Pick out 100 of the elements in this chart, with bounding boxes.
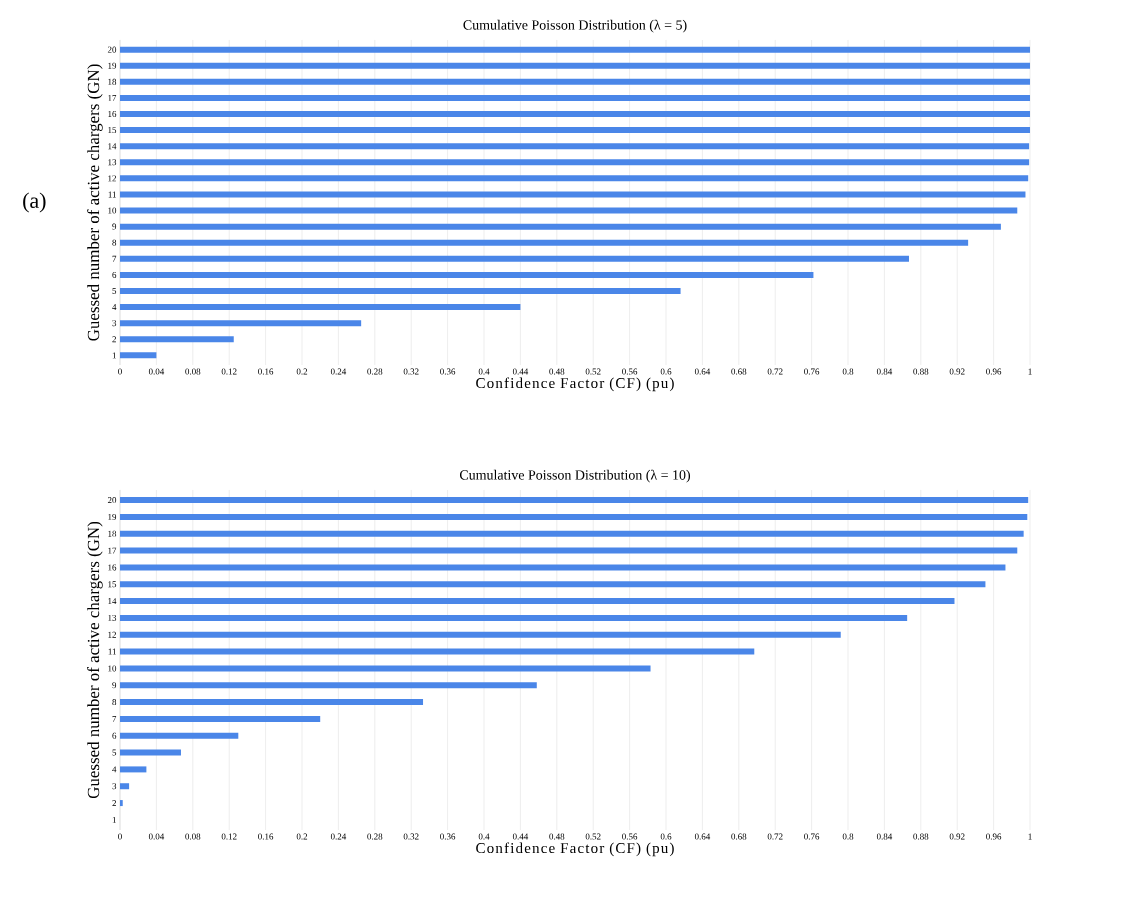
- x-tick-label: 0.16: [258, 833, 274, 840]
- x-tick-label: 0.8: [842, 368, 854, 375]
- y-tick-label: 2: [112, 336, 116, 343]
- chart-title: Cumulative Poisson Distribution (λ = 10): [459, 469, 691, 483]
- x-tick-label: 0.84: [876, 833, 893, 840]
- bar: [120, 287, 681, 294]
- y-tick-label: 4: [112, 304, 117, 311]
- x-tick-label: 0.88: [913, 368, 929, 375]
- x-tick-label: 0.48: [549, 833, 565, 840]
- x-tick-label: 1: [1028, 833, 1032, 840]
- y-tick-label: 6: [112, 271, 117, 278]
- x-tick-label: 0: [118, 368, 122, 375]
- y-axis-title: Guessed number of active chargers (GN): [87, 64, 103, 341]
- bar: [120, 598, 955, 605]
- y-tick-label: 2: [112, 800, 116, 807]
- y-tick-label: 3: [112, 783, 117, 790]
- y-tick-label: 5: [112, 288, 117, 294]
- bar: [120, 255, 909, 262]
- x-tick-label: 0.6: [660, 368, 672, 375]
- bar: [120, 336, 234, 343]
- y-tick-label: 7: [112, 255, 117, 262]
- x-tick-label: 0.12: [221, 368, 237, 375]
- bar: [120, 111, 1031, 117]
- bar: [120, 223, 1001, 230]
- bar: [120, 320, 362, 327]
- bar: [120, 497, 1029, 504]
- bar: [120, 175, 1029, 182]
- bar: [120, 78, 1031, 85]
- bar: [120, 239, 969, 246]
- x-tick-label: 0.44: [512, 368, 529, 375]
- x-tick-label: 0.32: [403, 368, 419, 375]
- x-tick-label: 0.52: [585, 368, 601, 375]
- bar: [120, 271, 814, 278]
- bar: [120, 564, 1006, 571]
- x-tick-label: 0.24: [330, 833, 347, 840]
- x-tick-label: 0.2: [296, 833, 308, 840]
- bar: [120, 800, 123, 807]
- bar: [120, 648, 755, 655]
- bar: [120, 715, 321, 722]
- y-tick-label: 1: [112, 816, 116, 823]
- x-tick-label: 0: [118, 833, 122, 840]
- y-tick-label: 19: [108, 62, 117, 69]
- x-tick-label: 0.76: [804, 833, 820, 840]
- x-tick-label: 0.48: [549, 368, 565, 375]
- x-tick-label: 0.28: [367, 368, 383, 375]
- y-tick-label: 14: [108, 143, 117, 150]
- x-tick-label: 0.52: [585, 833, 601, 840]
- y-tick-label: 4: [112, 766, 117, 773]
- y-tick-label: 10: [108, 665, 117, 672]
- x-tick-label: 0.64: [694, 368, 711, 375]
- y-axis-title: Guessed number of active chargers (GN): [87, 521, 103, 799]
- y-tick-label: 9: [112, 682, 117, 689]
- x-tick-label: 0.92: [949, 833, 965, 840]
- x-tick-label: 0.92: [949, 368, 965, 375]
- bar: [120, 352, 157, 359]
- x-tick-label: 0.2: [296, 368, 308, 375]
- y-tick-label: 15: [108, 581, 117, 588]
- x-axis-title: Confidence Factor (CF) (pu): [476, 377, 674, 392]
- x-tick-label: 0.16: [258, 368, 274, 375]
- bar: [120, 581, 986, 588]
- x-tick-label: 0.8: [842, 833, 854, 840]
- chart-title: Cumulative Poisson Distribution (λ = 5): [463, 19, 687, 33]
- bar: [120, 732, 239, 739]
- bar: [120, 749, 181, 756]
- x-tick-label: 0.04: [148, 368, 165, 375]
- x-tick-label: 0.56: [622, 833, 638, 840]
- bar: [120, 513, 1028, 520]
- x-tick-label: 0.68: [731, 368, 747, 375]
- y-tick-label: 9: [112, 223, 117, 230]
- x-tick-label: 0.36: [440, 368, 456, 375]
- bar: [120, 665, 651, 672]
- y-tick-label: 16: [108, 110, 117, 118]
- y-tick-label: 20: [107, 497, 117, 504]
- bar: [120, 143, 1030, 150]
- y-tick-label: 14: [108, 598, 117, 605]
- y-tick-label: 15: [108, 127, 117, 134]
- bar: [120, 207, 1018, 214]
- bar: [120, 783, 130, 790]
- x-tick-label: 0.76: [804, 368, 820, 375]
- x-tick-label: 0.08: [185, 368, 201, 375]
- y-tick-label: 17: [108, 547, 117, 554]
- bar: [120, 530, 1024, 537]
- y-tick-label: 19: [108, 513, 117, 520]
- x-tick-label: 0.88: [913, 833, 929, 840]
- x-tick-label: 0.56: [622, 368, 638, 375]
- x-tick-label: 0.24: [330, 368, 347, 375]
- text: (a): [23, 192, 46, 213]
- y-tick-label: 11: [108, 191, 116, 198]
- bar: [120, 682, 537, 689]
- y-tick-label: 8: [112, 239, 117, 246]
- x-tick-label: 0.68: [731, 833, 747, 840]
- bar: [120, 614, 908, 621]
- x-tick-label: 0.64: [694, 833, 711, 840]
- y-tick-label: 17: [108, 94, 117, 101]
- x-tick-label: 0.96: [986, 833, 1002, 840]
- x-tick-label: 0.4: [478, 368, 490, 375]
- y-tick-label: 8: [112, 699, 117, 706]
- y-tick-label: 20: [107, 46, 117, 53]
- x-tick-label: 0.08: [185, 833, 201, 840]
- x-tick-label: 0.72: [767, 833, 783, 840]
